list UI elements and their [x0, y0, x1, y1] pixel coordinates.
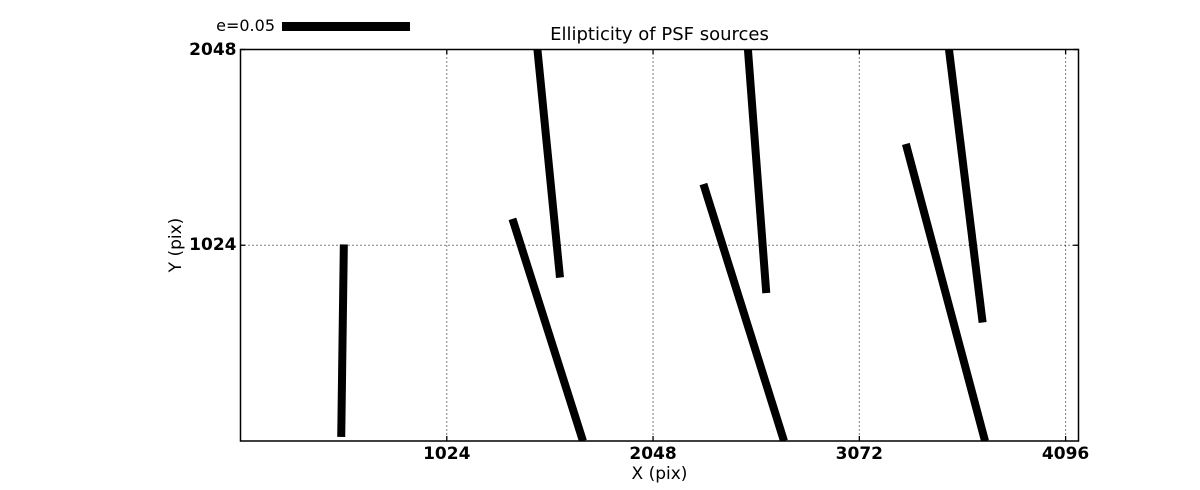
whisker-segment: [533, 49, 564, 278]
x-tick-label: 4096: [1041, 444, 1090, 464]
whisker-segments: [337, 49, 989, 441]
plot-title: Ellipticity of PSF sources: [550, 24, 769, 45]
legend-label: e=0.05: [216, 16, 275, 35]
x-tick-label: 2048: [629, 444, 677, 464]
y-axis-label-text: Y (pix): [166, 217, 186, 273]
whisker-segment: [743, 49, 771, 294]
y-tick-label: 1024: [189, 235, 237, 256]
x-axis-label: X (pix): [631, 464, 688, 484]
x-tick-label: 1024: [423, 444, 471, 464]
whisker-segment: [508, 217, 587, 441]
x-tick-label: 3072: [835, 444, 883, 464]
whisker-segment: [901, 142, 989, 441]
whisker-segment: [699, 182, 788, 441]
tick-marks: [240, 48, 1079, 441]
legend-sample-line: [282, 22, 410, 31]
whisker-segment: [945, 49, 987, 323]
whisker-segment: [337, 244, 348, 438]
y-tick-label: 2048: [189, 39, 237, 60]
